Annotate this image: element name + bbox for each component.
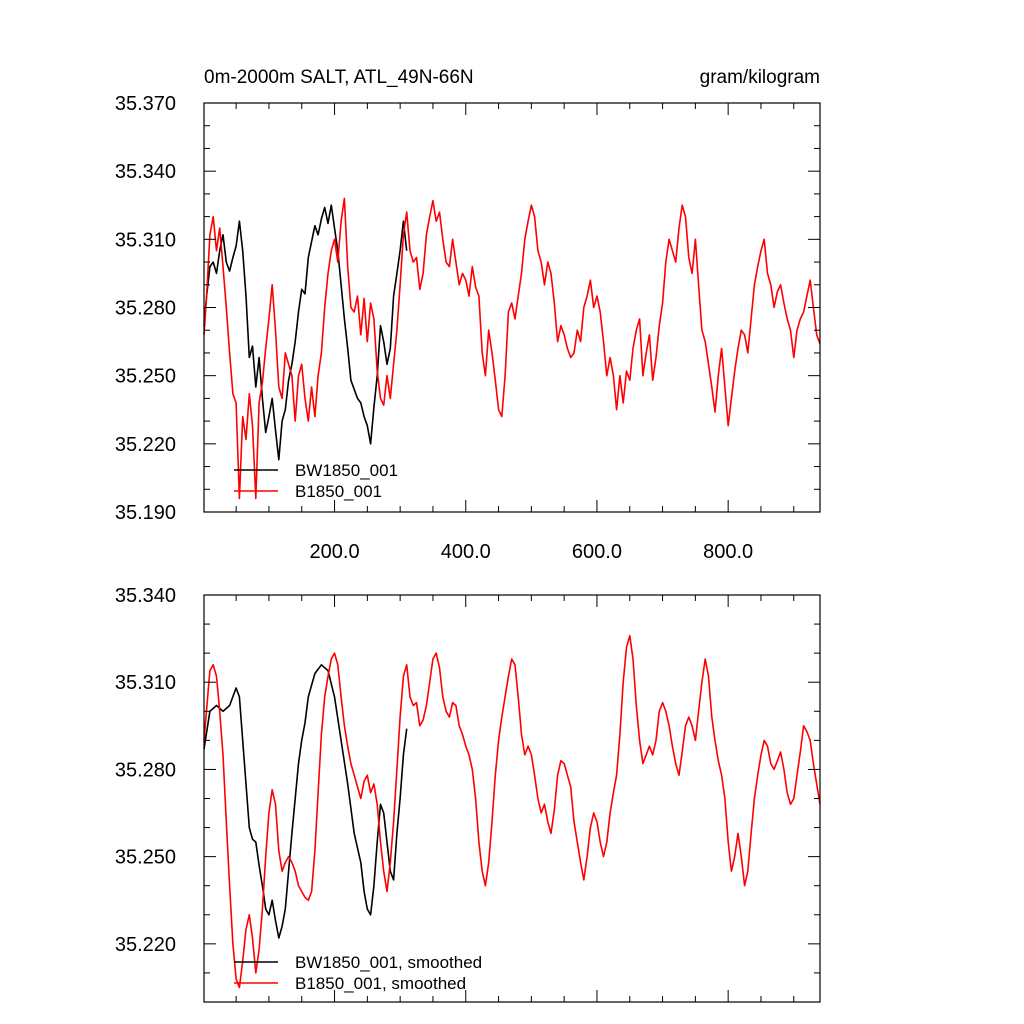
y-tick-label: 35.220 <box>115 934 176 956</box>
x-tick-label: 200.0 <box>310 541 360 563</box>
y-tick-label: 35.310 <box>115 672 176 694</box>
y-tick-label: 35.220 <box>115 434 176 456</box>
y-tick-label: 35.280 <box>115 759 176 781</box>
x-tick-label: 600.0 <box>572 541 622 563</box>
plot-frame <box>203 594 821 1003</box>
y-tick-label: 35.370 <box>115 93 176 115</box>
y-tick-label: 35.250 <box>115 366 176 388</box>
y-tick-label: 35.340 <box>115 585 176 607</box>
series-line-2 <box>203 197 821 500</box>
y-tick-label: 35.340 <box>115 161 176 183</box>
bottom-panel: 35.220 35.250 35.280 35.310 35.340 BW1850_001… <box>115 585 821 1003</box>
y-tick-label: 35.190 <box>115 502 176 524</box>
series-line-1 <box>203 204 408 461</box>
series-line-1 <box>203 664 408 939</box>
x-tick-label: 800.0 <box>703 541 753 563</box>
y-tick-label: 35.310 <box>115 229 176 251</box>
chart-title-left: 0m-2000m SALT, ATL_49N-66N <box>204 67 474 88</box>
legend-label: B1850_001, smoothed <box>295 974 466 993</box>
top-panel: 35.190 35.220 35.250 35.280 35.310 35.340 35.3… <box>115 93 821 563</box>
x-tick-label: 400.0 <box>441 541 491 563</box>
y-tick-label: 35.250 <box>115 847 176 869</box>
y-tick-label: 35.280 <box>115 298 176 320</box>
legend-label: BW1850_001 <box>295 461 398 480</box>
legend-label: BW1850_001, smoothed <box>295 953 482 972</box>
chart-units: gram/kilogram <box>700 67 820 88</box>
series-line-2 <box>203 634 821 989</box>
legend-label: B1850_001 <box>295 482 382 501</box>
